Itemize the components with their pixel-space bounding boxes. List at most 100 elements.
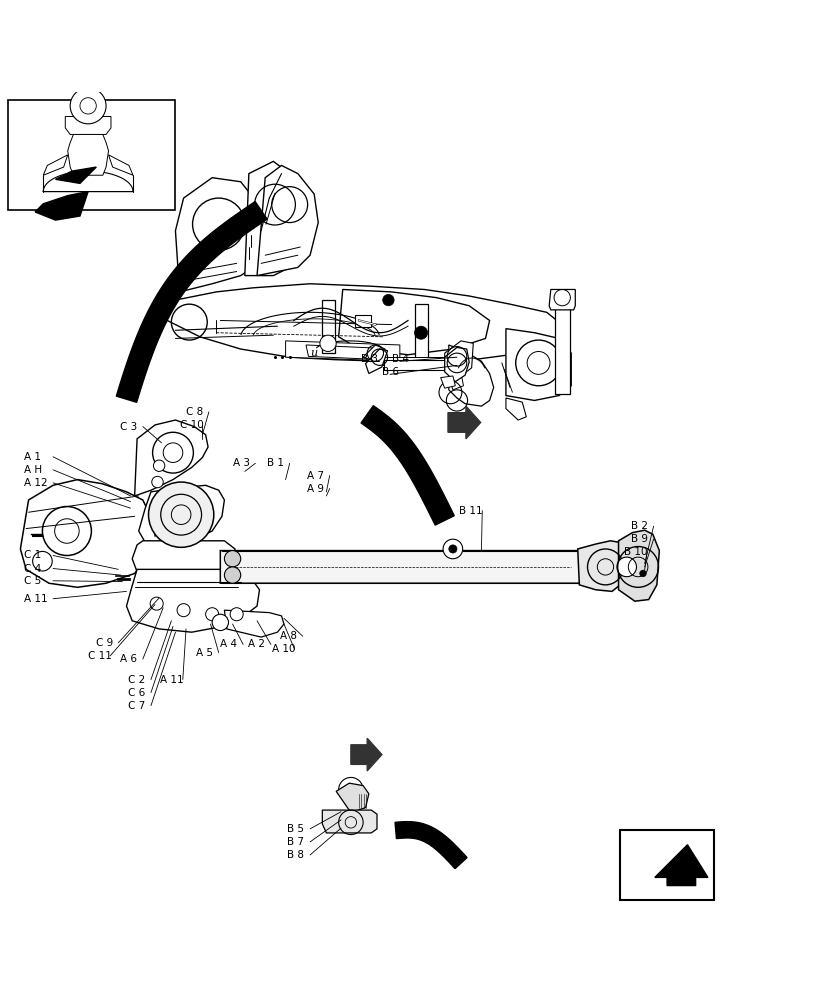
Text: B 1: B 1 — [267, 458, 284, 468]
Text: B 4: B 4 — [392, 354, 410, 364]
Polygon shape — [506, 398, 526, 420]
Text: u: u — [311, 348, 317, 358]
Text: C 1: C 1 — [24, 550, 42, 560]
Polygon shape — [339, 289, 490, 355]
Circle shape — [224, 551, 241, 567]
Polygon shape — [55, 167, 96, 183]
Polygon shape — [43, 155, 68, 175]
Text: B 7: B 7 — [287, 837, 304, 847]
Text: A 5: A 5 — [196, 648, 213, 658]
Circle shape — [150, 597, 163, 610]
Text: A 4: A 4 — [220, 639, 237, 649]
Text: C 5: C 5 — [24, 576, 42, 586]
Polygon shape — [68, 134, 109, 175]
Polygon shape — [257, 165, 318, 276]
Polygon shape — [322, 300, 335, 353]
Polygon shape — [654, 845, 707, 886]
Polygon shape — [363, 345, 385, 363]
Polygon shape — [245, 161, 302, 276]
Circle shape — [320, 335, 336, 351]
Polygon shape — [415, 304, 428, 361]
Text: B 2: B 2 — [631, 521, 648, 531]
Circle shape — [415, 326, 428, 339]
Polygon shape — [549, 289, 575, 310]
Polygon shape — [619, 530, 659, 601]
Bar — [620, 830, 714, 900]
Text: A 3: A 3 — [233, 458, 250, 468]
Text: B 9: B 9 — [631, 534, 648, 544]
Circle shape — [640, 570, 646, 577]
Circle shape — [70, 88, 106, 124]
Circle shape — [617, 557, 636, 577]
Circle shape — [449, 545, 457, 553]
Circle shape — [153, 460, 165, 471]
Circle shape — [224, 567, 241, 583]
Polygon shape — [555, 308, 570, 394]
Text: C 7: C 7 — [128, 701, 145, 711]
Polygon shape — [126, 569, 259, 632]
Text: A 11: A 11 — [24, 594, 48, 604]
Polygon shape — [220, 551, 592, 583]
Polygon shape — [355, 315, 371, 327]
Polygon shape — [159, 284, 567, 363]
Bar — [8, 100, 175, 210]
Text: C 3: C 3 — [120, 422, 137, 432]
Circle shape — [206, 608, 219, 621]
Text: A 8: A 8 — [280, 631, 297, 641]
Text: A 1: A 1 — [24, 452, 42, 462]
Text: C 9: C 9 — [96, 638, 113, 648]
Polygon shape — [445, 347, 469, 382]
Polygon shape — [35, 192, 88, 220]
Polygon shape — [336, 783, 369, 813]
Polygon shape — [322, 810, 377, 833]
Circle shape — [230, 608, 243, 621]
Polygon shape — [117, 202, 267, 402]
Polygon shape — [384, 360, 449, 370]
Polygon shape — [361, 406, 455, 525]
Polygon shape — [109, 155, 133, 175]
Polygon shape — [65, 116, 111, 134]
Text: A 11: A 11 — [160, 675, 184, 685]
Circle shape — [383, 294, 394, 306]
Text: A 2: A 2 — [248, 639, 265, 649]
Text: C 4: C 4 — [24, 564, 42, 574]
Polygon shape — [135, 420, 208, 496]
Polygon shape — [445, 341, 473, 376]
Text: A 10: A 10 — [272, 644, 295, 654]
Text: A H: A H — [24, 465, 42, 475]
Text: C 11: C 11 — [88, 651, 112, 661]
Polygon shape — [306, 345, 382, 360]
Polygon shape — [395, 822, 467, 869]
Polygon shape — [366, 349, 388, 374]
Circle shape — [149, 482, 214, 547]
Polygon shape — [578, 541, 628, 591]
Text: B 8: B 8 — [287, 850, 304, 860]
Polygon shape — [449, 374, 463, 390]
Circle shape — [177, 604, 190, 617]
Polygon shape — [139, 485, 224, 545]
Polygon shape — [506, 329, 571, 400]
Polygon shape — [20, 480, 155, 587]
Text: A 12: A 12 — [24, 478, 48, 488]
Circle shape — [152, 476, 163, 488]
Polygon shape — [379, 357, 457, 365]
Polygon shape — [449, 345, 494, 406]
Text: A 7: A 7 — [307, 471, 324, 481]
Polygon shape — [351, 738, 382, 771]
Text: C 6: C 6 — [128, 688, 145, 698]
Polygon shape — [286, 341, 400, 361]
Circle shape — [212, 614, 228, 631]
Polygon shape — [175, 178, 261, 292]
Text: B 6: B 6 — [382, 367, 399, 377]
Text: B 11: B 11 — [459, 506, 483, 516]
Text: B 5: B 5 — [287, 824, 304, 834]
Text: C 8: C 8 — [186, 407, 203, 417]
Polygon shape — [441, 376, 455, 388]
Polygon shape — [224, 610, 284, 637]
Polygon shape — [448, 406, 481, 439]
Text: A 9: A 9 — [307, 484, 324, 494]
Text: B 10: B 10 — [624, 547, 648, 557]
Text: B 3: B 3 — [361, 354, 378, 364]
Text: C 2: C 2 — [128, 675, 145, 685]
Circle shape — [443, 539, 463, 559]
